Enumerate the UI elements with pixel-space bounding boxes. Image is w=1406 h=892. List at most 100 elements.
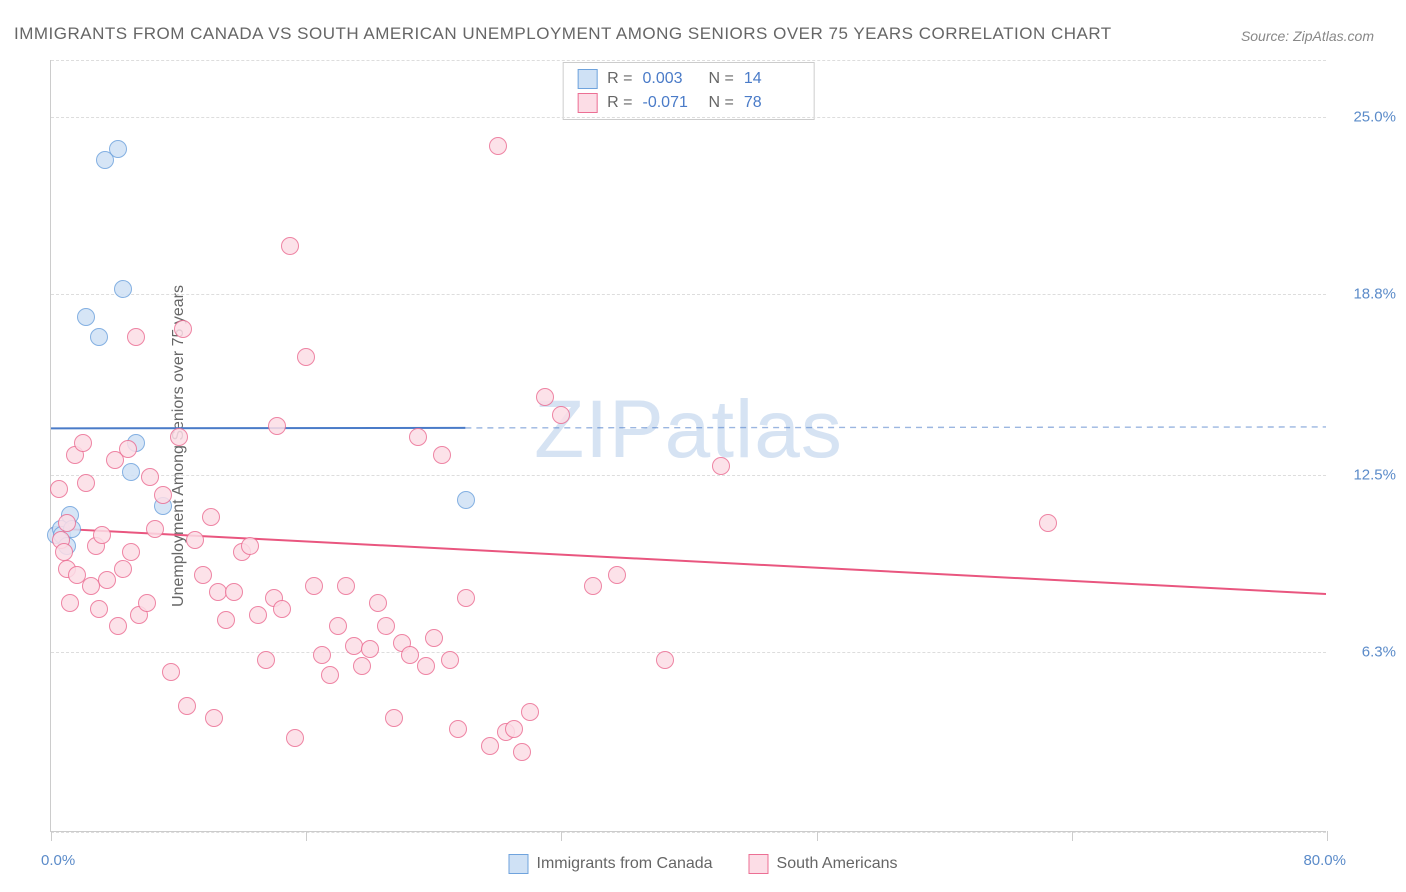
- data-point: [268, 417, 286, 435]
- data-point: [98, 571, 116, 589]
- data-point: [77, 474, 95, 492]
- gridline: [51, 294, 1326, 295]
- data-point: [417, 657, 435, 675]
- stats-row: R = 0.003 N = 14: [577, 67, 800, 91]
- stat-r-label: R =: [607, 70, 632, 88]
- data-point: [353, 657, 371, 675]
- data-point: [281, 237, 299, 255]
- data-point: [321, 666, 339, 684]
- data-point: [154, 486, 172, 504]
- stats-swatch-icon: [577, 69, 597, 89]
- data-point: [122, 543, 140, 561]
- x-axis-min-label: 0.0%: [41, 852, 75, 869]
- data-point: [146, 520, 164, 538]
- data-point: [425, 629, 443, 647]
- data-point: [401, 646, 419, 664]
- chart-title: IMMIGRANTS FROM CANADA VS SOUTH AMERICAN…: [14, 24, 1112, 44]
- data-point: [50, 480, 68, 498]
- data-point: [174, 320, 192, 338]
- x-tick: [561, 831, 562, 841]
- data-point: [337, 577, 355, 595]
- data-point: [170, 428, 188, 446]
- data-point: [119, 440, 137, 458]
- gridline: [51, 60, 1326, 61]
- data-point: [90, 328, 108, 346]
- data-point: [305, 577, 323, 595]
- data-point: [257, 651, 275, 669]
- data-point: [608, 566, 626, 584]
- data-point: [449, 720, 467, 738]
- stat-r-value: -0.071: [643, 94, 699, 112]
- data-point: [162, 663, 180, 681]
- watermark-text: ZIPatlas: [534, 383, 843, 477]
- data-point: [552, 406, 570, 424]
- data-point: [225, 583, 243, 601]
- y-tick-label: 12.5%: [1336, 466, 1396, 483]
- data-point: [457, 589, 475, 607]
- data-point: [329, 617, 347, 635]
- stat-n-label: N =: [709, 94, 734, 112]
- legend-item-canada: Immigrants from Canada: [508, 854, 712, 874]
- data-point: [109, 617, 127, 635]
- stat-n-value: 78: [744, 94, 800, 112]
- data-point: [141, 468, 159, 486]
- chart-container: IMMIGRANTS FROM CANADA VS SOUTH AMERICAN…: [0, 0, 1406, 892]
- data-point: [241, 537, 259, 555]
- data-point: [433, 446, 451, 464]
- data-point: [249, 606, 267, 624]
- data-point: [1039, 514, 1057, 532]
- stat-r-value: 0.003: [643, 70, 699, 88]
- gridline: [51, 652, 1326, 653]
- data-point: [55, 543, 73, 561]
- x-tick: [1072, 831, 1073, 841]
- data-point: [61, 594, 79, 612]
- legend-swatch-icon: [508, 854, 528, 874]
- data-point: [186, 531, 204, 549]
- data-point: [273, 600, 291, 618]
- source-attribution: Source: ZipAtlas.com: [1241, 28, 1374, 44]
- data-point: [114, 560, 132, 578]
- data-point: [93, 526, 111, 544]
- data-point: [656, 651, 674, 669]
- data-point: [202, 508, 220, 526]
- data-point: [521, 703, 539, 721]
- gridline: [51, 117, 1326, 118]
- data-point: [114, 280, 132, 298]
- legend: Immigrants from Canada South Americans: [508, 854, 897, 874]
- correlation-stats-box: R = 0.003 N = 14 R = -0.071 N = 78: [562, 62, 815, 120]
- data-point: [385, 709, 403, 727]
- gridline: [51, 832, 1326, 833]
- data-point: [77, 308, 95, 326]
- trend-lines: [51, 60, 1326, 831]
- legend-item-south-americans: South Americans: [749, 854, 898, 874]
- stat-r-label: R =: [607, 94, 632, 112]
- data-point: [58, 514, 76, 532]
- data-point: [127, 328, 145, 346]
- data-point: [369, 594, 387, 612]
- data-point: [286, 729, 304, 747]
- legend-label: South Americans: [777, 855, 898, 873]
- data-point: [90, 600, 108, 618]
- data-point: [361, 640, 379, 658]
- data-point: [489, 137, 507, 155]
- stats-row: R = -0.071 N = 78: [577, 91, 800, 115]
- x-tick: [51, 831, 52, 841]
- stat-n-value: 14: [744, 70, 800, 88]
- x-tick: [306, 831, 307, 841]
- data-point: [712, 457, 730, 475]
- data-point: [109, 140, 127, 158]
- data-point: [313, 646, 331, 664]
- data-point: [74, 434, 92, 452]
- x-tick: [817, 831, 818, 841]
- y-tick-label: 6.3%: [1336, 643, 1396, 660]
- data-point: [377, 617, 395, 635]
- stats-swatch-icon: [577, 93, 597, 113]
- data-point: [457, 491, 475, 509]
- gridline: [51, 475, 1326, 476]
- data-point: [138, 594, 156, 612]
- data-point: [409, 428, 427, 446]
- y-tick-label: 25.0%: [1336, 109, 1396, 126]
- stat-n-label: N =: [709, 70, 734, 88]
- data-point: [513, 743, 531, 761]
- data-point: [205, 709, 223, 727]
